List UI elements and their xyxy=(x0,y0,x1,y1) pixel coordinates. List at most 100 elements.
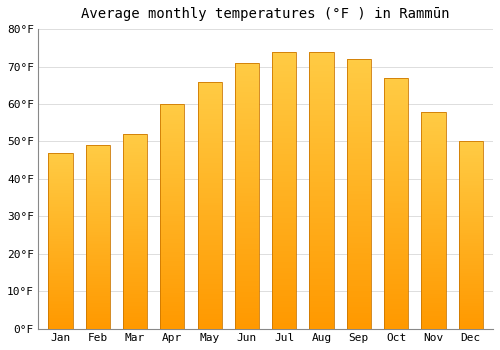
Bar xyxy=(384,241,408,244)
Bar xyxy=(235,111,259,113)
Bar xyxy=(235,198,259,201)
Bar xyxy=(272,318,296,321)
Bar xyxy=(458,325,483,327)
Bar xyxy=(346,126,371,129)
Bar xyxy=(123,262,147,265)
Bar xyxy=(86,204,110,206)
Bar xyxy=(48,172,72,174)
Bar xyxy=(198,324,222,327)
Bar xyxy=(198,270,222,272)
Bar xyxy=(86,145,110,147)
Bar xyxy=(123,266,147,268)
Bar xyxy=(384,244,408,246)
Bar xyxy=(198,314,222,316)
Bar xyxy=(346,232,371,235)
Bar xyxy=(48,278,72,280)
Bar xyxy=(384,93,408,95)
Bar xyxy=(346,213,371,216)
Bar xyxy=(123,323,147,325)
Bar xyxy=(86,197,110,198)
Bar xyxy=(458,226,483,228)
Bar xyxy=(235,321,259,323)
Bar xyxy=(422,299,446,301)
Bar xyxy=(235,300,259,302)
Bar xyxy=(272,65,296,68)
Bar xyxy=(48,253,72,255)
Bar xyxy=(235,268,259,270)
Bar xyxy=(198,262,222,265)
Bar xyxy=(123,136,147,138)
Bar xyxy=(384,238,408,241)
Bar xyxy=(458,233,483,235)
Bar xyxy=(198,304,222,307)
Bar xyxy=(310,287,334,290)
Bar xyxy=(235,89,259,92)
Bar xyxy=(310,323,334,326)
Bar xyxy=(160,108,184,111)
Bar xyxy=(198,190,222,193)
Bar xyxy=(123,155,147,158)
Bar xyxy=(422,116,446,118)
Bar xyxy=(422,279,446,281)
Bar xyxy=(458,147,483,149)
Bar xyxy=(48,294,72,295)
Bar xyxy=(198,205,222,208)
Bar xyxy=(384,211,408,214)
Bar xyxy=(310,54,334,57)
Bar xyxy=(384,316,408,319)
Bar xyxy=(310,135,334,138)
Bar xyxy=(235,164,259,167)
Bar xyxy=(384,83,408,85)
Bar xyxy=(346,243,371,245)
Bar xyxy=(198,128,222,131)
Bar xyxy=(310,96,334,99)
Bar xyxy=(198,175,222,178)
Bar xyxy=(272,85,296,88)
Bar xyxy=(48,243,72,244)
Bar xyxy=(458,280,483,282)
Bar xyxy=(235,116,259,119)
Bar xyxy=(48,190,72,191)
Bar xyxy=(346,67,371,70)
Bar xyxy=(310,143,334,146)
Bar xyxy=(458,316,483,318)
Bar xyxy=(123,268,147,271)
Bar xyxy=(346,159,371,162)
Bar xyxy=(458,164,483,166)
Bar xyxy=(123,159,147,161)
Bar xyxy=(198,186,222,188)
Bar xyxy=(86,243,110,244)
Bar xyxy=(346,288,371,291)
Bar xyxy=(86,259,110,261)
Bar xyxy=(123,317,147,319)
Bar xyxy=(422,324,446,327)
Bar xyxy=(198,223,222,225)
Bar xyxy=(422,205,446,207)
Bar xyxy=(48,211,72,213)
Bar xyxy=(310,129,334,132)
Bar xyxy=(160,259,184,261)
Bar xyxy=(198,178,222,181)
Bar xyxy=(458,170,483,172)
Bar xyxy=(235,105,259,108)
Bar xyxy=(198,91,222,94)
Bar xyxy=(458,211,483,213)
Bar xyxy=(48,283,72,285)
Bar xyxy=(48,222,72,223)
Bar xyxy=(123,154,147,155)
Bar xyxy=(384,103,408,105)
Bar xyxy=(422,281,446,283)
Bar xyxy=(422,122,446,125)
Bar xyxy=(310,71,334,74)
Bar xyxy=(384,214,408,216)
Bar xyxy=(458,196,483,198)
Bar xyxy=(346,296,371,299)
Bar xyxy=(310,188,334,190)
Bar xyxy=(160,126,184,129)
Bar xyxy=(458,271,483,273)
Bar xyxy=(346,97,371,99)
Bar xyxy=(422,301,446,303)
Bar xyxy=(346,91,371,94)
Bar xyxy=(198,151,222,153)
Bar xyxy=(458,218,483,220)
